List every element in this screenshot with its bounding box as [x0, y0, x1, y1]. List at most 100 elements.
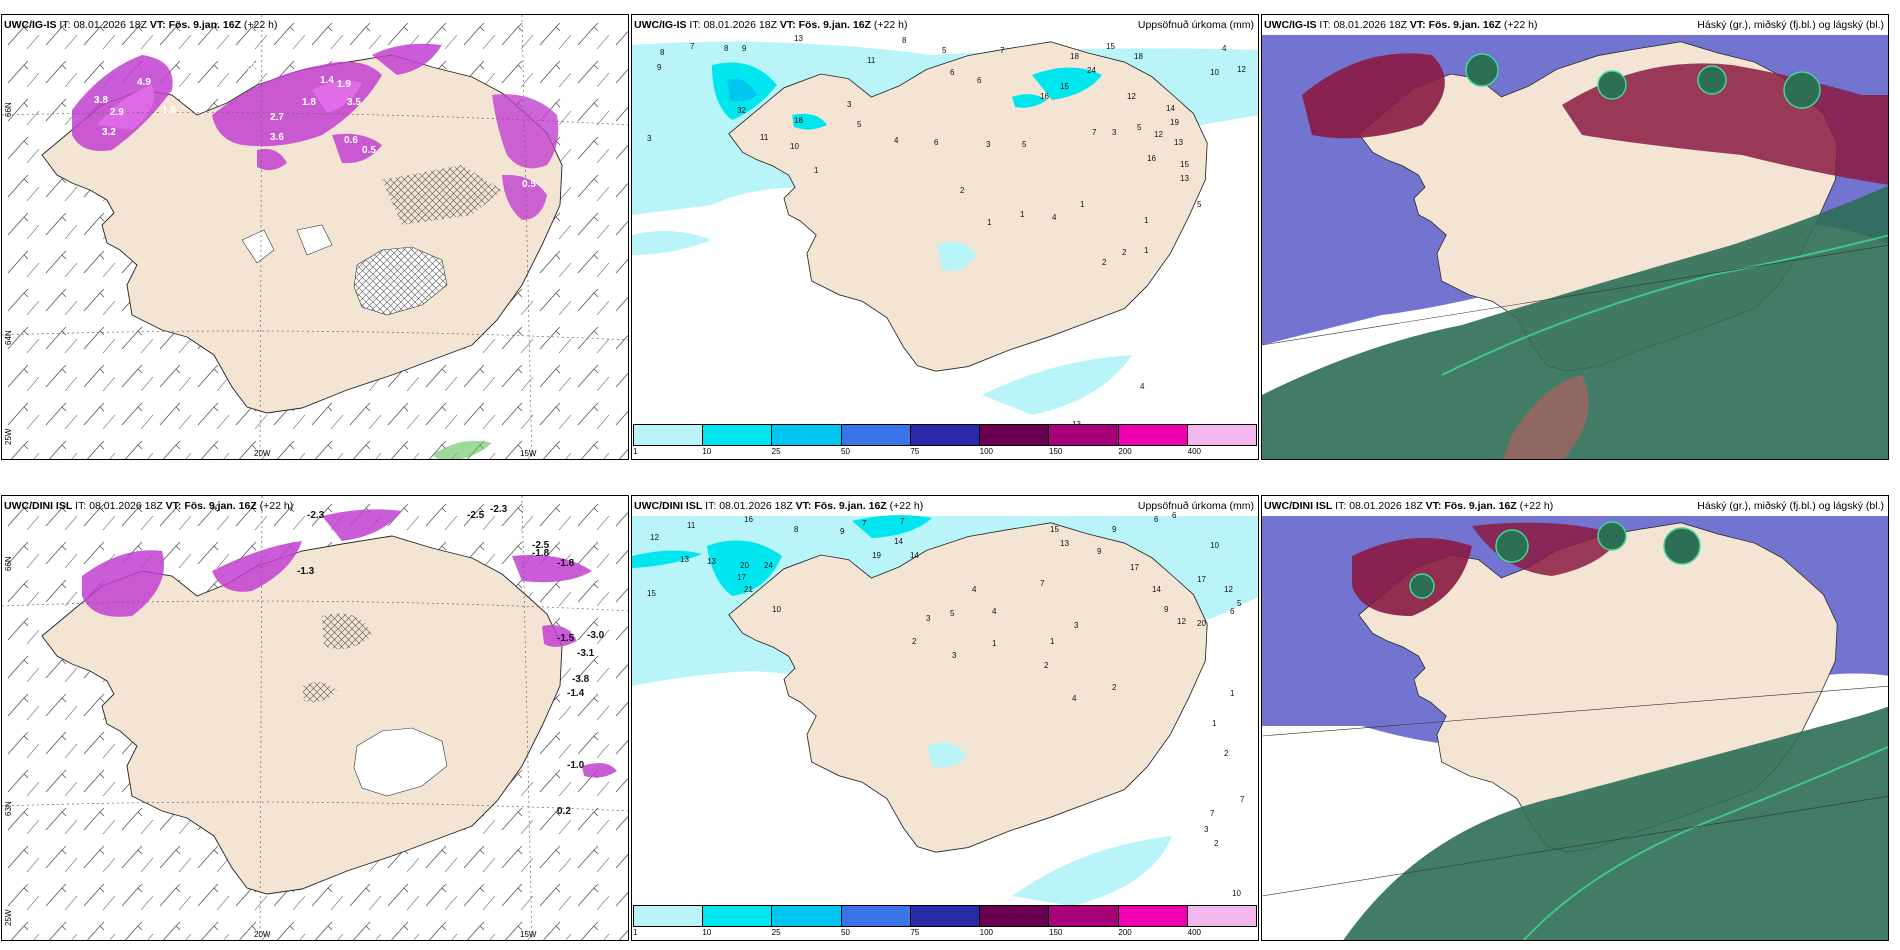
precip-value: 10 [1232, 889, 1241, 898]
precip-value: 2 [1112, 683, 1117, 692]
precip-value: 6 [1230, 607, 1235, 616]
precip-value: 9 [1164, 605, 1169, 614]
colorbar-tick: 150 [1049, 928, 1063, 937]
precip-value: 4 [992, 607, 997, 616]
temp-label: -1.8 [532, 548, 550, 559]
precip-value: 10 [1210, 68, 1219, 77]
precip-value: 5 [1137, 123, 1142, 132]
precip-value: 24 [1087, 66, 1096, 75]
precip-value: 14 [1152, 585, 1161, 594]
precip-value: 4 [972, 585, 977, 594]
colorbar-tick: 75 [910, 447, 920, 456]
precip-value: 16 [744, 515, 753, 524]
lon-label: 20W [254, 930, 271, 939]
temp-label: 4.9 [137, 77, 151, 88]
panel-winds-dini-isl: UWC/DINI ISL IT: 08.01.2026 18Z VT: Fös.… [1, 495, 629, 941]
precipitation-map: 12 11 16 8 9 7 7 13 15 20 17 24 21 13 10… [632, 511, 1258, 918]
precip-value: 6 [977, 76, 982, 85]
colorbar-tick: 200 [1118, 447, 1132, 456]
precip-value: 1 [987, 218, 992, 227]
lon-label: 15W [520, 449, 537, 458]
colorbar-swatch [772, 906, 842, 926]
panel-winds-ig-is: UWC/IG-IS IT: 08.01.2026 18Z VT: Fös. 9.… [1, 14, 629, 460]
precip-value: 12 [1177, 617, 1186, 626]
precip-value: 14 [910, 551, 919, 560]
precip-value: 1 [1144, 216, 1149, 225]
wind-temperature-map: -2.3 -2.5 -2.3 -1.3 -1.8 -3.0 -3.1 -3.8 … [2, 496, 628, 940]
precip-value: 8 [660, 48, 665, 57]
precip-value: 13 [1180, 174, 1189, 183]
precip-value: 32 [737, 106, 746, 115]
precip-value: 11 [687, 521, 696, 530]
precip-value: 24 [764, 561, 773, 570]
colorbar-tick: 10 [702, 447, 712, 456]
cloud-cover-map [1262, 496, 1888, 940]
precip-value: 7 [1000, 46, 1005, 55]
temp-label: -2.3 [307, 510, 325, 521]
precip-value: 15 [1106, 42, 1115, 51]
temp-label: 0.2 [557, 806, 571, 817]
precip-value: 3 [1112, 128, 1117, 137]
panel-header: UWC/IG-IS IT: 08.01.2026 18Z VT: Fös. 9.… [4, 19, 278, 31]
precip-value: 3 [1204, 825, 1209, 834]
precip-value: 5 [1022, 140, 1027, 149]
colorbar-tick: 400 [1187, 447, 1202, 456]
precip-value: 12 [1237, 65, 1246, 74]
temp-label: 0.5 [362, 145, 376, 156]
colorbar-tick: 25 [771, 447, 781, 456]
precip-value: 11 [760, 133, 769, 142]
precip-value: 2 [1224, 749, 1229, 758]
panel-clouds-ig-is: UWC/IG-IS IT: 08.01.2026 18Z VT: Fös. 9.… [1261, 14, 1889, 460]
colorbar-tick: 50 [841, 928, 850, 937]
panel-header: UWC/IG-IS IT: 08.01.2026 18Z VT: Fös. 9.… [634, 19, 908, 31]
precip-value: 2 [960, 186, 965, 195]
precip-value: 13 [680, 555, 689, 564]
precip-value: 11 [867, 56, 876, 65]
precip-value: 9 [1112, 525, 1117, 534]
precip-value: 7 [1210, 809, 1215, 818]
precip-colorbar: 1 10 25 50 75 100 150 200 400 [633, 424, 1257, 458]
temp-label: 1.9 [337, 79, 351, 90]
lat-label: 63N [4, 801, 13, 816]
precip-value: 2 [912, 637, 917, 646]
colorbar-tick: 200 [1118, 928, 1132, 937]
precip-value: 13 [1174, 138, 1183, 147]
precip-value: 8 [724, 44, 729, 53]
temp-label: 2.7 [270, 112, 284, 123]
colorbar-tick: 25 [771, 928, 781, 937]
precip-value: 14 [1166, 104, 1175, 113]
precip-value: 20 [740, 561, 749, 570]
precip-value: 3 [1074, 621, 1079, 630]
precip-value: 2 [1122, 248, 1127, 257]
colorbar-swatch [634, 906, 704, 926]
precip-value: 6 [934, 138, 939, 147]
temp-label: 0.5 [522, 179, 536, 190]
temp-label: -1.5 [557, 633, 575, 644]
panel-title: Uppsöfnuð úrkoma (mm) [1137, 500, 1254, 512]
colorbar-tick: 400 [1187, 928, 1202, 937]
precip-value: 1 [814, 166, 819, 175]
precip-value: 16 [1147, 154, 1156, 163]
colorbar-tick: 75 [910, 928, 920, 937]
precip-value: 21 [744, 585, 753, 594]
lon-label: 25W [4, 909, 13, 926]
lon-label: 15W [520, 930, 537, 939]
temp-label: 1.8 [302, 97, 316, 108]
precip-value: 20 [1197, 619, 1206, 628]
precip-value: 18 [1070, 52, 1079, 61]
temp-label: 3.8 [94, 95, 108, 106]
precip-value: 9 [840, 527, 845, 536]
precip-value: 15 [647, 589, 656, 598]
precip-value: 1 [1144, 246, 1149, 255]
precip-value: 10 [772, 605, 781, 614]
colorbar-swatch [910, 425, 981, 445]
precip-value: 7 [690, 42, 695, 51]
panel-header: UWC/DINI ISL IT: 08.01.2026 18Z VT: Fös.… [1264, 500, 1554, 512]
lon-label: 20W [254, 449, 271, 458]
cloud-cover-map [1262, 15, 1888, 459]
precip-value: 5 [857, 120, 862, 129]
colorbar-swatch [703, 906, 773, 926]
precip-value: 6 [1154, 515, 1159, 524]
colorbar-swatch [841, 425, 911, 445]
precip-value: 4 [1222, 44, 1227, 53]
